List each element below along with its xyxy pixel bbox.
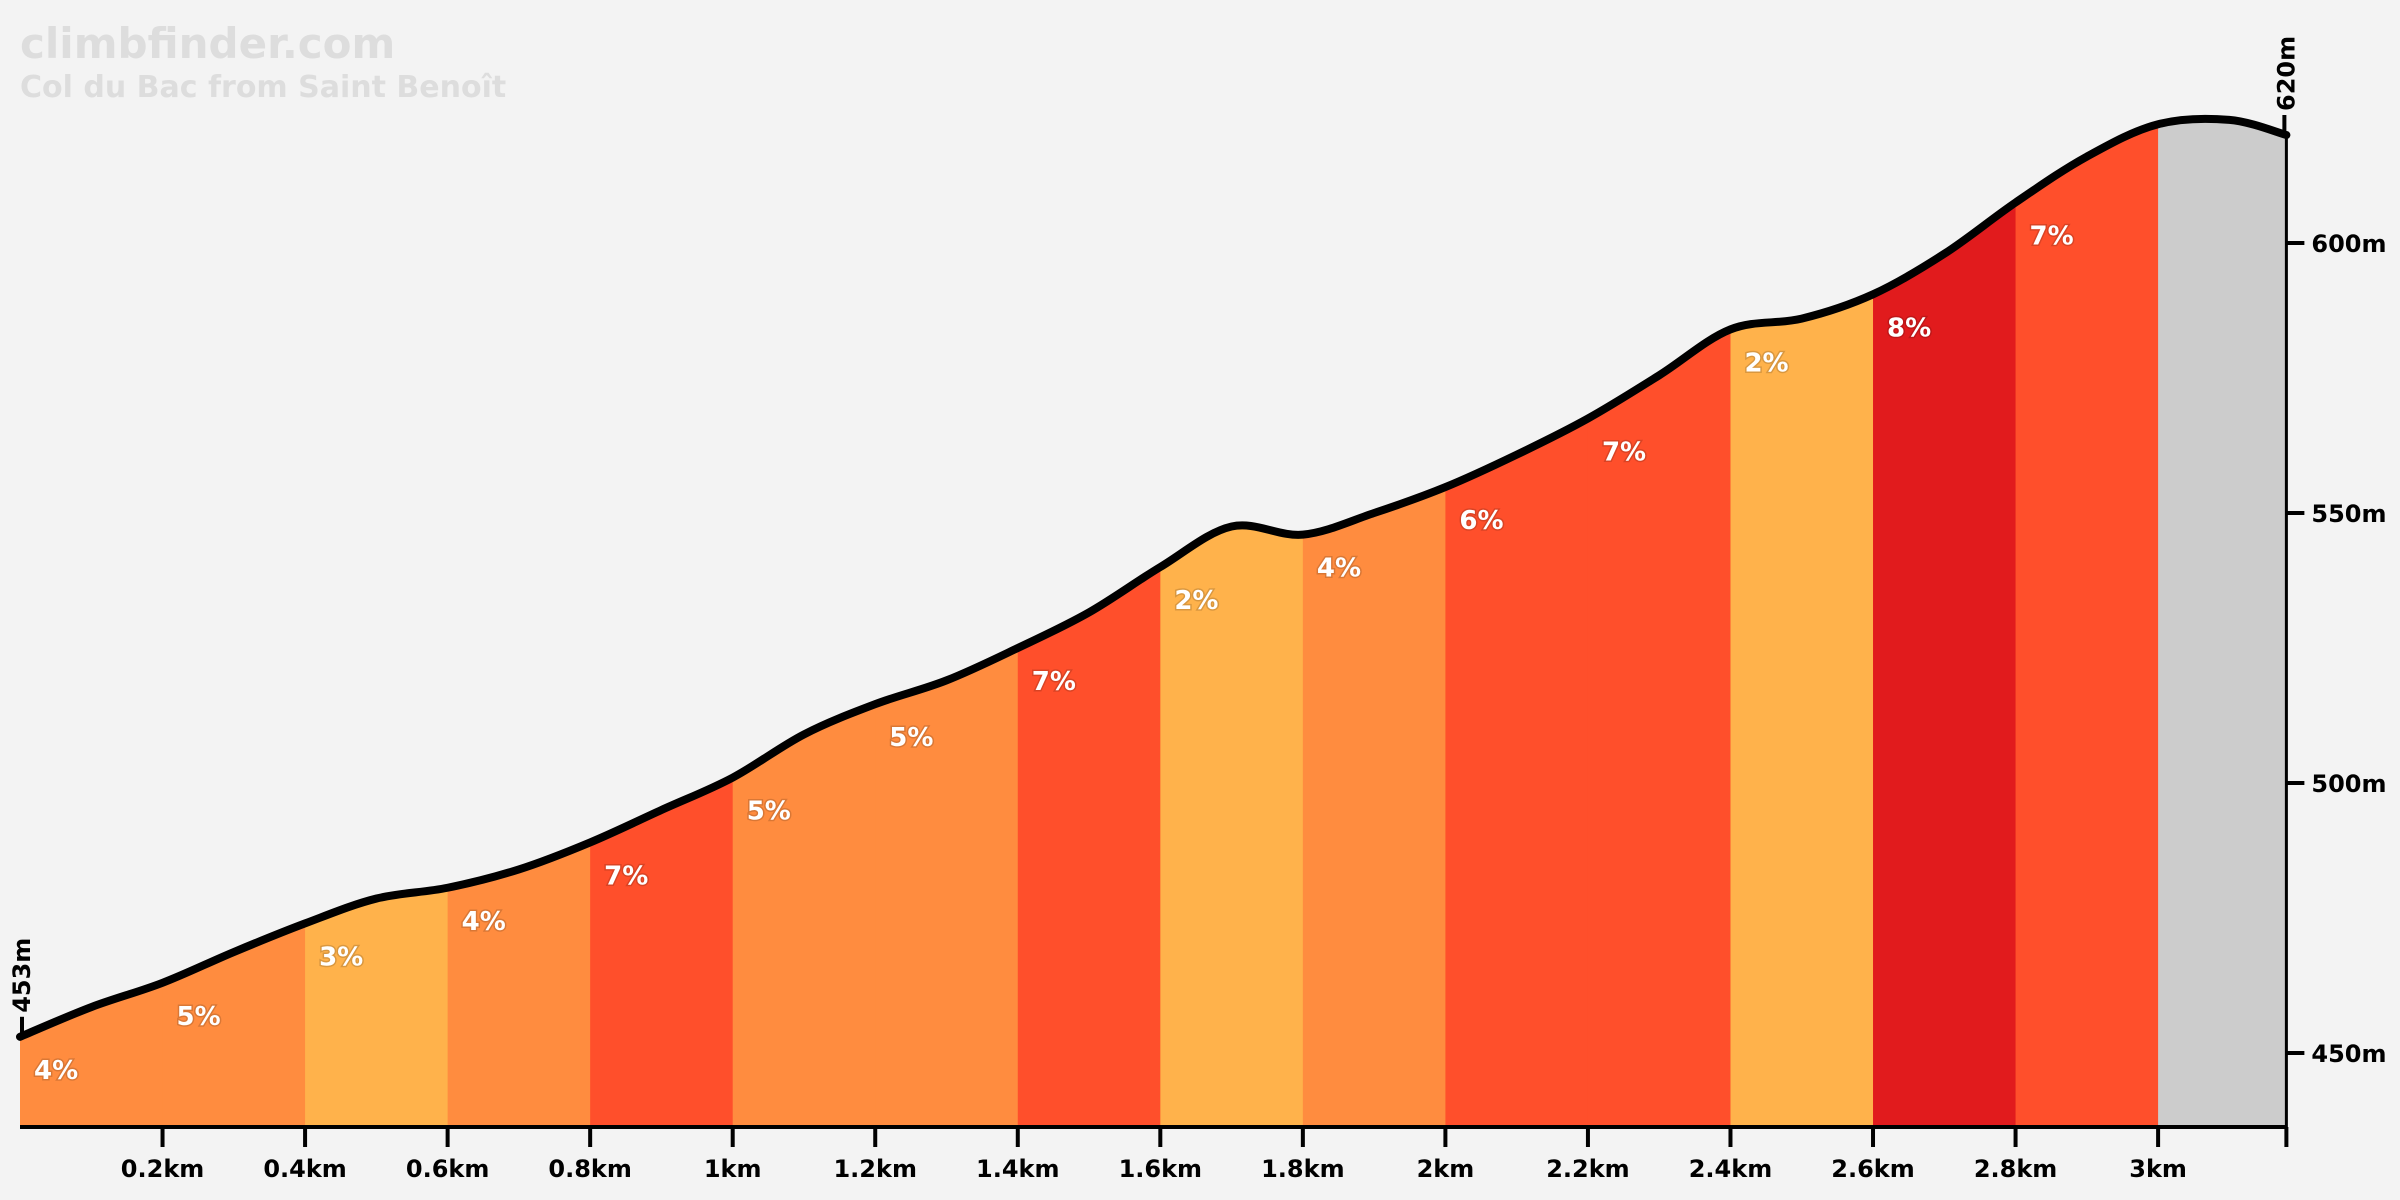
x-tick-label: 0.8km [548,1155,631,1183]
x-tick-label: 2km [1417,1155,1475,1183]
x-tick-label: 2.8km [1974,1155,2057,1183]
x-tick-label: 1.8km [1261,1155,1344,1183]
axes: 0.2km 0.4km 0.6km 0.8km 1km 1.2km 1.4km 1.6km 1.… [8,36,2386,1183]
site-title: climbfinder.com [20,19,395,68]
gradient-segment [305,118,449,1127]
x-tick-label: 1km [704,1155,762,1183]
gradient-label: 4% [1317,554,1361,584]
elevation-line [16,114,2291,1041]
x-tick-label: 0.2km [121,1155,204,1183]
gradient-label: 5% [177,1002,221,1032]
gradient-label: 7% [2030,222,2074,252]
gradient-label: 6% [1459,506,1503,536]
gradient-segment [2015,118,2159,1127]
gradient-segment [2158,118,2287,1127]
climb-title: Col du Bac from Saint Benoît [20,70,506,105]
gradient-label: 7% [1032,667,1076,697]
x-tick-label: 2.4km [1689,1155,1772,1183]
gradient-segment [447,118,591,1127]
gradient-segment [875,118,1019,1127]
gradient-label: 2% [1744,348,1788,378]
end-elevation-label: 620m [2272,36,2300,111]
gradient-label: 7% [604,861,648,891]
gradient-label: 4% [34,1056,78,1086]
gradient-label: 5% [747,797,791,827]
gradient-label: 8% [1887,313,1931,343]
x-tick-label: 3km [2129,1155,2187,1183]
y-tick-label: 450m [2311,1040,2386,1068]
gradient-segment [1445,118,1589,1127]
gradient-segment [1873,118,2017,1127]
x-tick-label: 2.6km [1831,1155,1914,1183]
gradient-label: 7% [1602,438,1646,468]
x-tick-label: 0.6km [406,1155,489,1183]
start-elevation-label: 453m [8,938,36,1013]
gradient-labels: 4% 5% 3% 4% 7% 5% 5% 7% 2% 4% 6% 7% 2% 8% 7% [33,220,2076,1087]
x-tick-label: 2.2km [1546,1155,1629,1183]
y-tick-label: 550m [2311,500,2386,528]
x-tick-label: 1.6km [1119,1155,1202,1183]
gradient-segment [1302,118,1446,1127]
gradient-segment [20,118,164,1127]
gradient-segment [1587,118,1731,1127]
x-tick-label: 0.4km [263,1155,346,1183]
gradient-label: 4% [462,907,506,937]
gradient-label: 3% [319,942,363,972]
gradient-label: 5% [889,723,933,753]
gradient-segment [1730,118,1874,1127]
gradient-segment [732,118,876,1127]
gradient-segment [590,118,734,1127]
y-tick-label: 500m [2311,770,2386,798]
x-tick-label: 1.2km [833,1155,916,1183]
x-tick-label: 1.4km [976,1155,1059,1183]
gradient-label: 2% [1174,586,1218,616]
y-tick-label: 600m [2311,230,2386,258]
